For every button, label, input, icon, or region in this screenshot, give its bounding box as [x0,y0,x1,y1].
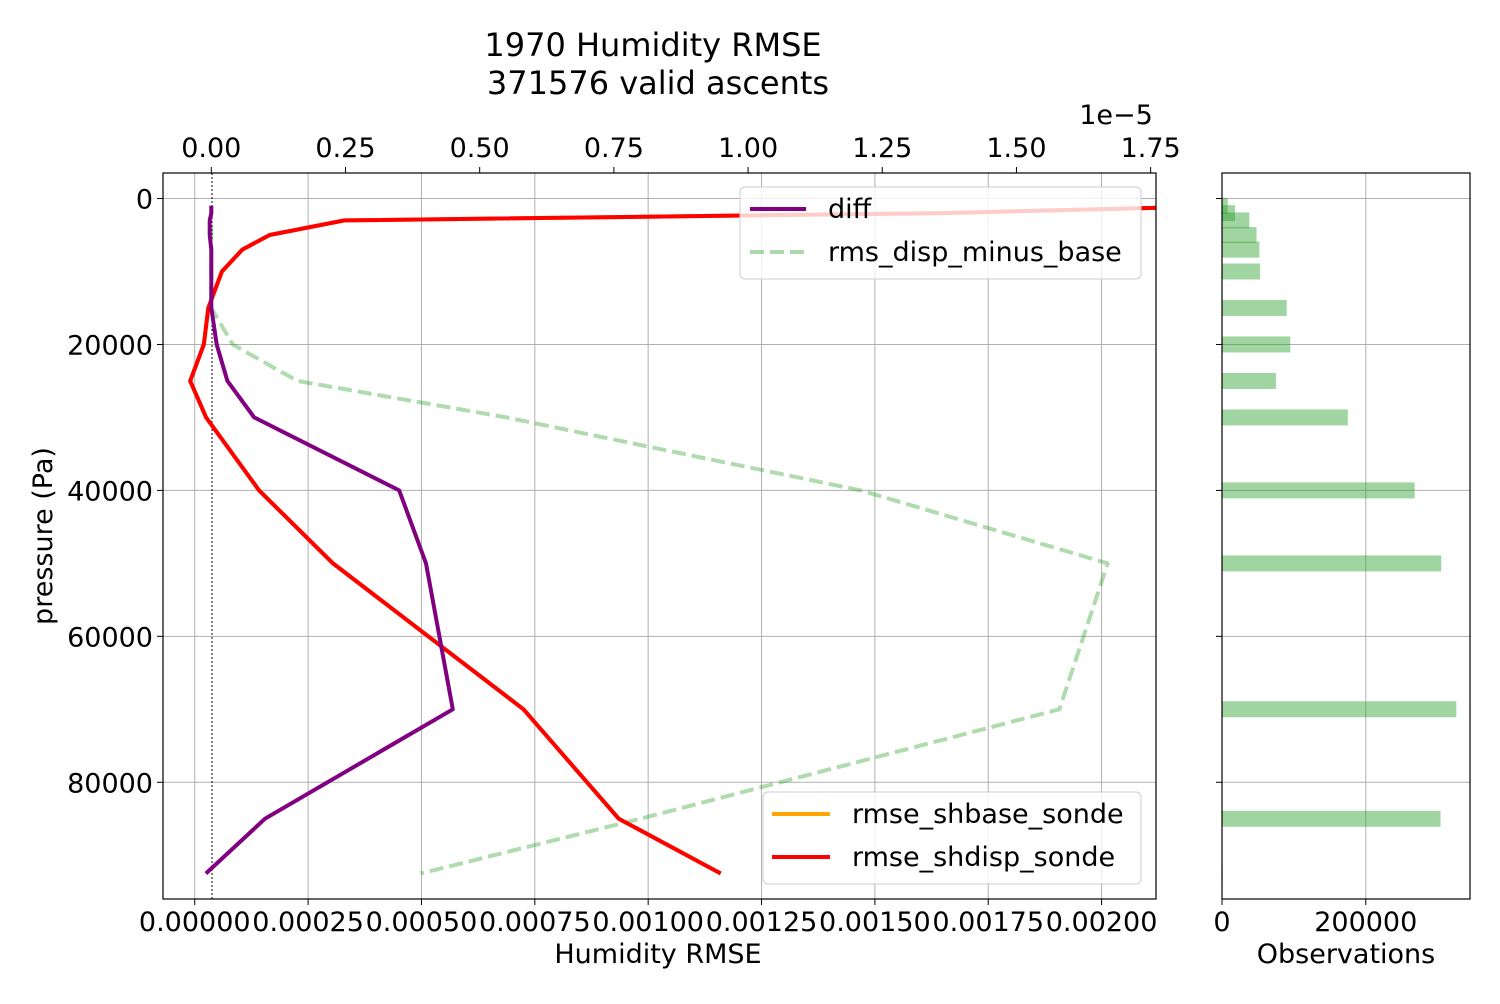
observations-axis-label: Observations [1257,939,1435,970]
observation-bar [1222,701,1457,718]
observation-bar [1222,372,1276,389]
top-axis-scale-label: 1e−5 [1079,100,1153,131]
bottom-x-axis: 0.00000 0.00025 0.00050 0.00075 0.00100 0.001… [139,899,1158,938]
y-axis-label: pressure (Pa) [28,447,59,625]
main-series [188,205,1156,876]
y-tick-label: 60000 [67,622,153,653]
observation-bar [1222,263,1261,280]
legend-label-rms-disp-minus-base: rms_disp_minus_base [828,237,1122,268]
observation-bar [1222,299,1287,316]
y-tick-label: 40000 [67,476,153,507]
top-x-tick-label: 1.50 [986,133,1046,164]
top-x-tick-label: 1.25 [852,133,912,164]
legend-label-rmse-shdisp-sonde: rmse_shdisp_sonde [852,842,1115,873]
y-tick-label: 80000 [67,768,153,799]
top-x-axis: 0.00 0.25 0.50 0.75 1.00 1.25 1.50 1.75 [181,133,1181,173]
top-x-tick-label: 0.75 [584,133,644,164]
obs-x-tick-label: 0 [1213,907,1230,938]
observation-bar [1222,555,1442,572]
series-rmse-shdisp-sonde [188,205,1156,876]
legend-label-diff: diff [828,194,873,225]
top-x-tick-label: 0.50 [450,133,510,164]
observation-bar [1222,482,1415,499]
x-tick-label: 0.00050 [366,907,478,938]
observation-bar [1222,212,1250,229]
x-tick-label: 0.00025 [252,907,364,938]
observation-bar [1222,336,1291,353]
legend-lower: rmse_shbase_sonde rmse_shdisp_sonde [762,791,1142,885]
top-x-tick-label: 1.00 [718,133,778,164]
legend-label-rmse-shbase-sonde: rmse_shbase_sonde [852,799,1124,830]
top-x-tick-label: 1.75 [1121,133,1181,164]
x-axis-label: Humidity RMSE [554,939,761,970]
y-tick-label: 20000 [67,330,153,361]
observation-bar [1222,241,1260,258]
x-tick-label: 0.00100 [592,907,704,938]
x-tick-label: 0.00200 [1046,907,1158,938]
observation-bar [1222,227,1257,244]
x-tick-label: 0.00075 [479,907,591,938]
series-rms-disp-minus-base [209,205,1110,876]
observations-bars [1222,197,1457,882]
x-tick-label: 0.00175 [932,907,1044,938]
x-tick-label: 0.00000 [139,907,251,938]
chart-title-line1: 1970 Humidity RMSE [484,26,821,64]
top-x-tick-label: 0.00 [181,133,241,164]
x-tick-label: 0.00150 [819,907,931,938]
observation-bar [1222,205,1235,222]
obs-x-tick-label: 200000 [1314,907,1417,938]
observations-x-axis: 0 200000 [1213,198,1417,938]
observation-bar [1222,197,1228,214]
main-axes-frame [162,172,1157,900]
x-tick-label: 0.00125 [706,907,818,938]
legend-lower-box [762,791,1142,885]
observation-bar [1222,409,1348,426]
chart-title-line2: 371576 valid ascents [487,64,829,102]
legend-upper: diff rms_disp_minus_base [739,186,1142,280]
series-diff [204,205,455,875]
legend-upper-box [739,186,1142,280]
top-x-tick-label: 0.25 [315,133,375,164]
y-axis: 0 20000 40000 60000 80000 [67,185,163,799]
observations-axes-frame [1221,172,1471,900]
observation-bar [1222,810,1441,827]
y-tick-label: 0 [136,185,153,216]
